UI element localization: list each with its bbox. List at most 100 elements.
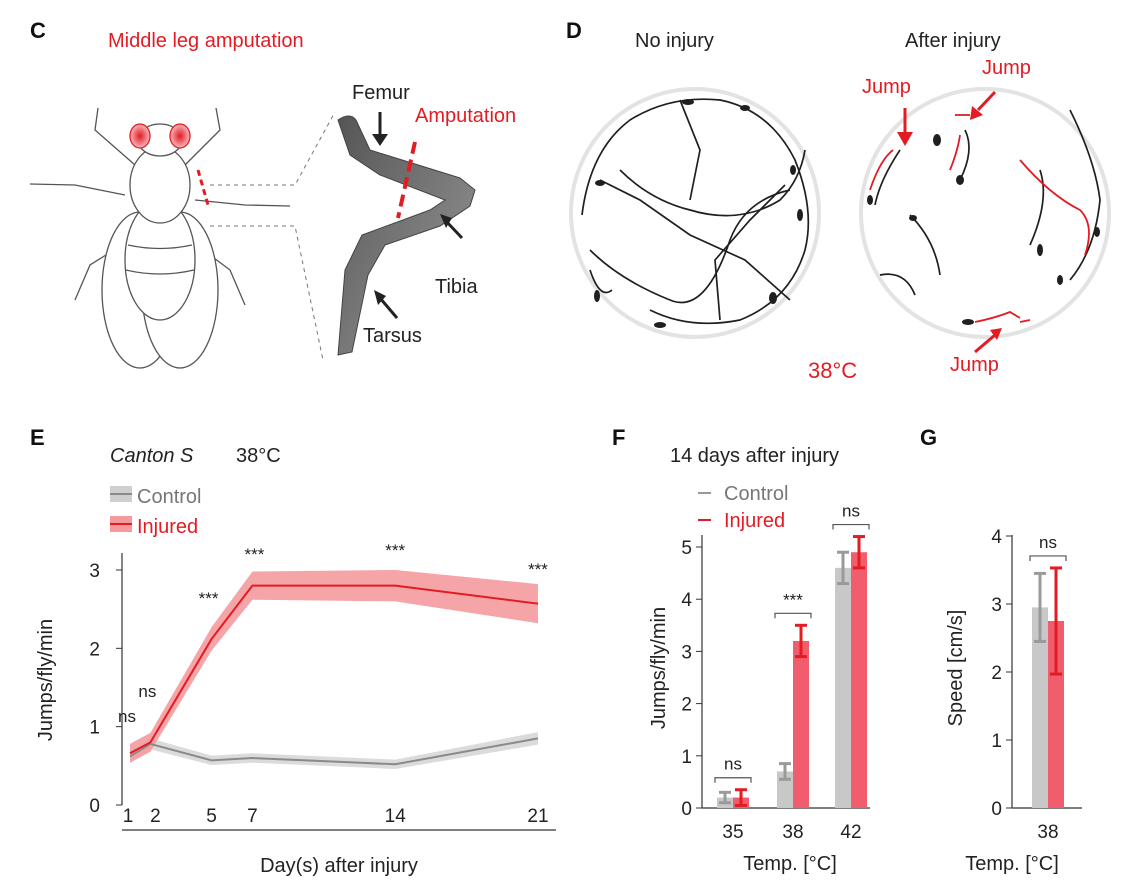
f-y-axis-label: Jumps/fly/min (648, 607, 670, 729)
jump-label-3: Jump (950, 354, 999, 376)
f-x-tick-label: 38 (782, 822, 803, 843)
e-significance-label: ns (118, 707, 136, 726)
legend-injured-label: Injured (137, 516, 198, 538)
panel-letter-g: G (920, 425, 937, 450)
fly-amputation-mark (196, 169, 210, 206)
amputation-line (396, 141, 417, 219)
e-x-ticks: 1 2 5 7 14 21 (123, 806, 549, 827)
panel-letter-f: F (612, 425, 625, 450)
f-title: 14 days after injury (670, 445, 839, 467)
left-eye-icon (129, 123, 151, 149)
e-x-tick-label: 21 (527, 806, 548, 827)
g-significance-label: ns (1039, 533, 1057, 552)
panel-c: C Middle leg amputation (29, 18, 516, 369)
f-bars: ns 35 *** 38 ns 42 (714, 502, 870, 843)
e-x-tick-label: 1 (123, 806, 134, 827)
panel-letter-e: E (30, 425, 45, 450)
f-significance-bracket (774, 612, 812, 619)
panel-letter-c: C (30, 18, 46, 43)
tibia-arrowhead-icon (440, 214, 452, 228)
f-y-tick-label: 0 (681, 799, 692, 820)
e-x-axis-label: Day(s) after injury (260, 855, 418, 877)
zoom-line-top (210, 111, 336, 186)
control-series-line (129, 737, 539, 766)
panel-c-title: Middle leg amputation (108, 30, 304, 52)
fly-illustration (29, 107, 291, 369)
legend-control-label: Control (137, 486, 201, 508)
arena-no-injury (569, 87, 821, 339)
e-y-tick-label: 0 (89, 796, 100, 817)
trajectories-after-injury-red (869, 114, 1090, 323)
tibia-label: Tibia (435, 276, 478, 298)
panel-d: D No injury After injury (566, 18, 1111, 383)
f-bar-control (835, 567, 851, 808)
jump-arrow-3-icon (974, 333, 996, 354)
e-x-tick-label: 5 (206, 806, 217, 827)
f-bar-injured (793, 640, 809, 808)
strain-label: Canton S (110, 445, 194, 467)
f-y-ticks: 0 1 2 3 4 5 (681, 538, 702, 820)
g-x-tick-label: 38 (1037, 822, 1058, 843)
jump-label-2: Jump (982, 57, 1031, 79)
f-x-axis-label: Temp. [°C] (743, 853, 837, 875)
e-x-tick-label: 14 (385, 806, 407, 827)
amputation-label: Amputation (415, 105, 516, 127)
g-y-tick-label: 3 (991, 595, 1002, 616)
f-legend-injured-label: Injured (724, 510, 785, 532)
e-temperature-label: 38°C (236, 445, 281, 467)
g-y-tick-label: 1 (991, 731, 1002, 752)
f-significance-bracket (832, 523, 870, 530)
fly-dots-after-injury (867, 134, 1100, 325)
f-y-tick-label: 3 (681, 642, 692, 663)
g-significance-bracket (1029, 555, 1067, 561)
panel-letter-d: D (566, 18, 582, 43)
f-x-tick-label: 42 (840, 822, 861, 843)
tarsus-arrowhead-icon (374, 290, 386, 305)
e-y-tick-label: 2 (89, 639, 100, 660)
trajectories-after-injury-black (874, 109, 1101, 296)
f-significance-label: ns (724, 755, 742, 774)
g-y-tick-label: 4 (991, 527, 1002, 548)
tarsus-arrow-icon (378, 297, 399, 319)
after-injury-title: After injury (905, 30, 1001, 52)
f-bar-injured (851, 552, 867, 808)
jump-arrowhead-1-icon (897, 132, 913, 146)
trajectories-no-injury (581, 98, 810, 325)
panel-d-temperature: 38°C (808, 358, 857, 383)
g-x-axis-label: Temp. [°C] (965, 853, 1059, 875)
e-y-tick-label: 3 (89, 561, 100, 582)
f-significance-label: *** (783, 590, 803, 609)
injured-series-line (129, 584, 539, 755)
jump-label-1: Jump (862, 76, 911, 98)
f-significance-bracket (714, 777, 752, 783)
e-x-tick-label: 2 (150, 806, 161, 827)
e-significance-label: *** (528, 560, 548, 579)
panel-f: F 14 days after injury Control Injured 0… (612, 425, 870, 875)
panel-g: G 0 1 2 3 4 ns 38 Speed [cm/s] Temp. [°C] (920, 425, 1082, 875)
f-x-tick-label: 35 (722, 822, 743, 843)
control-error-band (130, 732, 538, 769)
jump-arrowhead-3-icon (990, 328, 1002, 340)
e-y-ticks: 0 1 2 3 (89, 561, 122, 817)
leg-illustration (337, 112, 476, 356)
jump-arrow-2-icon (976, 90, 997, 112)
e-significance-label: *** (385, 541, 405, 560)
f-y-tick-label: 4 (681, 590, 692, 611)
g-y-ticks: 0 1 2 3 4 (991, 527, 1012, 820)
right-eye-icon (169, 123, 191, 149)
no-injury-title: No injury (635, 30, 714, 52)
f-legend-control-label: Control (724, 483, 788, 505)
g-y-tick-label: 2 (991, 663, 1002, 684)
f-y-tick-label: 5 (681, 538, 692, 559)
e-y-axis-label: Jumps/fly/min (35, 619, 57, 741)
g-bar-control (1032, 607, 1048, 808)
g-y-axis-label: Speed [cm/s] (945, 610, 967, 727)
fly-dots-no-injury (594, 99, 803, 328)
g-bar-injured (1048, 621, 1064, 808)
f-significance-label: ns (842, 502, 860, 521)
e-significance-label: ns (138, 682, 156, 701)
e-x-tick-label: 7 (247, 806, 258, 827)
